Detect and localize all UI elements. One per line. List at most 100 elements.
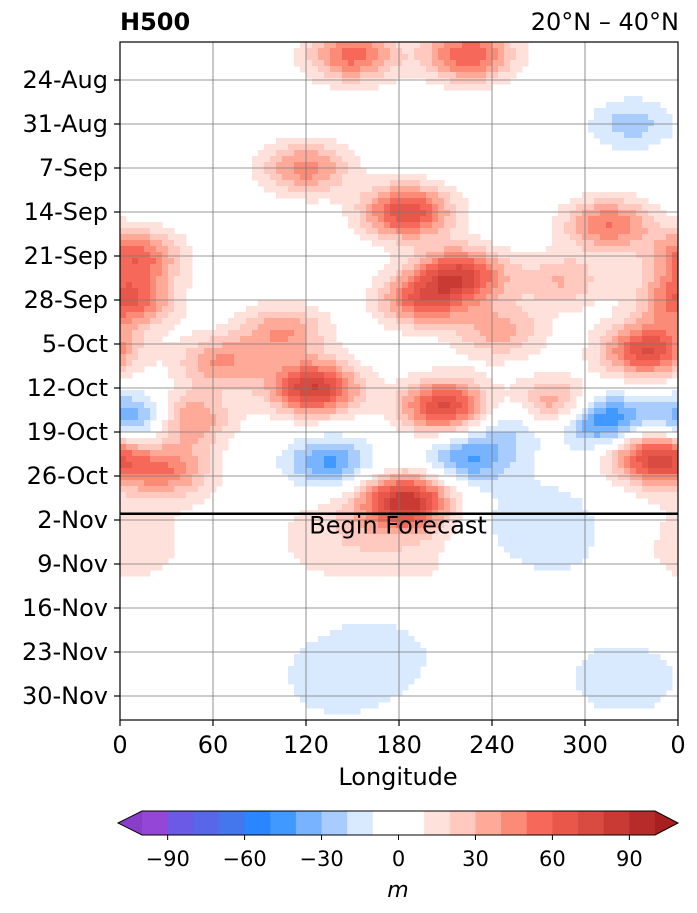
anomaly-cell (324, 414, 331, 421)
anomaly-cell (666, 324, 673, 331)
anomaly-cell (354, 648, 361, 655)
anomaly-cell (456, 288, 463, 295)
anomaly-cell (600, 282, 607, 289)
anomaly-cell (366, 564, 373, 571)
anomaly-cell (336, 384, 343, 391)
anomaly-cell (324, 186, 331, 193)
anomaly-cell (420, 408, 427, 415)
anomaly-cell (348, 204, 355, 211)
anomaly-cell (648, 330, 655, 337)
anomaly-cell (336, 696, 343, 703)
anomaly-cell (324, 552, 331, 559)
anomaly-cell (672, 414, 678, 421)
anomaly-cell (150, 264, 157, 271)
anomaly-cell (576, 264, 583, 271)
anomaly-cell (450, 438, 457, 445)
anomaly-cell (330, 558, 337, 565)
anomaly-cell (270, 144, 277, 151)
anomaly-cell (624, 282, 631, 289)
anomaly-cell (570, 198, 577, 205)
anomaly-cell (474, 240, 481, 247)
anomaly-cell (312, 420, 319, 427)
anomaly-cell (294, 672, 301, 679)
anomaly-cell (522, 312, 529, 319)
anomaly-cell (312, 180, 319, 187)
anomaly-cell (294, 378, 301, 385)
colorbar-swatch (526, 811, 553, 835)
anomaly-cell (384, 294, 391, 301)
anomaly-cell (594, 402, 601, 409)
anomaly-cell (492, 258, 499, 265)
anomaly-cell (516, 450, 523, 457)
anomaly-cell (522, 522, 529, 529)
anomaly-cell (546, 414, 553, 421)
anomaly-cell (204, 366, 211, 373)
anomaly-cell (318, 168, 325, 175)
anomaly-cell (480, 402, 487, 409)
anomaly-cell (468, 378, 475, 385)
anomaly-cell (402, 264, 409, 271)
anomaly-cell (384, 42, 391, 49)
anomaly-cell (330, 408, 337, 415)
anomaly-cell (186, 246, 193, 253)
anomaly-cell (654, 342, 661, 349)
anomaly-cell (456, 396, 463, 403)
anomaly-cell (306, 150, 313, 157)
anomaly-cell (630, 648, 637, 655)
anomaly-cell (390, 324, 397, 331)
anomaly-cell (468, 252, 475, 259)
anomaly-cell (606, 390, 613, 397)
anomaly-cell (438, 366, 445, 373)
anomaly-cell (462, 306, 469, 313)
anomaly-cell (222, 408, 229, 415)
anomaly-cell (288, 396, 295, 403)
anomaly-cell (642, 666, 649, 673)
anomaly-cell (654, 396, 661, 403)
anomaly-cell (660, 312, 667, 319)
anomaly-cell (354, 396, 361, 403)
anomaly-cell (474, 456, 481, 463)
anomaly-cell (156, 342, 163, 349)
anomaly-cell (438, 60, 445, 67)
anomaly-cell (384, 654, 391, 661)
anomaly-cell (606, 450, 613, 457)
anomaly-cell (294, 330, 301, 337)
anomaly-cell (630, 252, 637, 259)
anomaly-cell (318, 324, 325, 331)
anomaly-cell (642, 270, 649, 277)
anomaly-cell (174, 282, 181, 289)
anomaly-cell (660, 378, 667, 385)
anomaly-cell (162, 474, 169, 481)
anomaly-cell (630, 216, 637, 223)
anomaly-cell (294, 654, 301, 661)
anomaly-cell (354, 204, 361, 211)
anomaly-cell (576, 426, 583, 433)
anomaly-cell (150, 558, 157, 565)
anomaly-cell (264, 360, 271, 367)
anomaly-cell (156, 264, 163, 271)
anomaly-cell (288, 300, 295, 307)
anomaly-cell (294, 162, 301, 169)
anomaly-cell (120, 522, 127, 529)
anomaly-cell (486, 264, 493, 271)
anomaly-cell (438, 450, 445, 457)
anomaly-cell (156, 516, 163, 523)
anomaly-cell (378, 54, 385, 61)
anomaly-cell (636, 408, 643, 415)
anomaly-cell (174, 408, 181, 415)
anomaly-cell (414, 270, 421, 277)
anomaly-cell (576, 390, 583, 397)
anomaly-cell (294, 342, 301, 349)
anomaly-cell (636, 288, 643, 295)
anomaly-cell (126, 450, 133, 457)
anomaly-cell (120, 264, 127, 271)
anomaly-cell (324, 144, 331, 151)
anomaly-cell (468, 318, 475, 325)
anomaly-cell (312, 318, 319, 325)
anomaly-cell (636, 276, 643, 283)
anomaly-cell (474, 264, 481, 271)
anomaly-cell (414, 654, 421, 661)
anomaly-cell (354, 210, 361, 217)
anomaly-cell (510, 72, 517, 79)
anomaly-cell (492, 528, 499, 535)
